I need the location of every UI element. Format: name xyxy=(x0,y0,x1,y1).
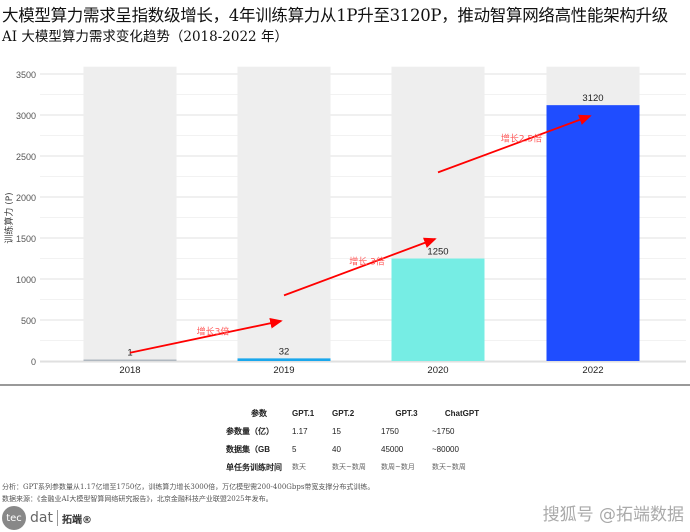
table-header: GPT.3 xyxy=(395,408,418,418)
table-cell: ~1750 xyxy=(432,426,455,436)
watermark: 搜狐号 @拓端数据 xyxy=(542,505,684,525)
data-label: 3120 xyxy=(582,93,603,104)
table-cell: 数天 xyxy=(292,463,306,471)
table-row: 单任务训练时间 数天 数天~数周 数周~数月 数天~数周 xyxy=(226,458,492,476)
table-header: 参数 xyxy=(251,408,267,418)
y-tick-label: 0 xyxy=(31,357,36,367)
table-header: GPT.2 xyxy=(332,408,355,418)
table-cell: 参数量（亿） xyxy=(226,426,274,436)
table-header-row: 参数 GPT.1 GPT.2 GPT.3 ChatGPT xyxy=(226,404,492,422)
y-axis-label: 训练算力 (P) xyxy=(3,192,15,243)
table-cell: 数据集（GB xyxy=(226,444,270,454)
x-tick-label: 2022 xyxy=(582,365,603,376)
logo-brand: 拓端® xyxy=(61,514,92,526)
bar-background xyxy=(83,66,177,362)
bar-2022 xyxy=(546,105,640,361)
table-header: ChatGPT xyxy=(444,408,480,418)
bar-2019 xyxy=(237,358,331,361)
table-cell: ~80000 xyxy=(432,444,459,454)
y-tick-label: 3500 xyxy=(16,70,36,80)
x-tick-label: 2020 xyxy=(427,365,448,376)
table-cell: 15 xyxy=(332,426,341,436)
data-label: 32 xyxy=(279,346,290,357)
analysis-note: 分析：GPT系列参数量从1.17亿增至1750亿，训练算力增长3000倍，万亿模… xyxy=(2,483,375,491)
growth-arrow xyxy=(283,237,437,297)
table-cell: 数天~数周 xyxy=(332,463,366,471)
bar-2020 xyxy=(391,258,485,361)
table-row: 数据集（GB 5 40 45000 ~80000 xyxy=(226,440,492,458)
table-cell: 数周~数月 xyxy=(381,463,415,471)
table-cell: 数天~数周 xyxy=(432,463,466,471)
tecdat-logo: tec dat 拓端® xyxy=(2,506,92,530)
y-tick-label: 1000 xyxy=(16,275,36,285)
bar-background xyxy=(237,66,331,362)
data-label: 1250 xyxy=(427,247,448,258)
y-tick-label: 1500 xyxy=(16,234,36,244)
table-cell: 1.17 xyxy=(292,426,308,436)
table-cell: 单任务训练时间 xyxy=(226,462,282,472)
table-row: 参数量（亿） 1.17 15 1750 ~1750 xyxy=(226,422,492,440)
table-cell: 1750 xyxy=(381,426,399,436)
growth-label: 增长3倍 xyxy=(197,325,230,337)
page-title: 大模型算力需求呈指数级增长，4年训练算力从1P升至3120P，推动智算网络高性能… xyxy=(2,6,668,25)
source-note: 数据来源：《金融业AI大模型智算网络研究报告》，北京金融科技产业联盟2025年发… xyxy=(2,495,273,503)
gpt-parameter-table: 参数 GPT.1 GPT.2 GPT.3 ChatGPT 参数量（亿） 1.17… xyxy=(226,404,492,476)
bar-chart: 0 500 1000 1500 2000 2500 3000 3500 训练算力 (P) 1 201… xyxy=(0,66,690,386)
table-cell: 40 xyxy=(332,444,341,454)
logo-mark: tec xyxy=(2,506,26,530)
x-tick-label: 2019 xyxy=(273,365,294,376)
bar-2018 xyxy=(83,359,177,361)
data-label: 1 xyxy=(127,348,132,359)
chart-subtitle: AI 大模型算力需求变化趋势（2018-2022 年） xyxy=(2,29,288,45)
growth-arrow xyxy=(129,317,283,354)
growth-label: 增长2.5倍 xyxy=(501,133,542,145)
table-header: GPT.1 xyxy=(292,408,315,418)
y-tick-label: 2000 xyxy=(16,193,36,203)
y-tick-label: 3000 xyxy=(16,111,36,121)
logo-text: dat xyxy=(30,510,53,526)
x-tick-label: 2018 xyxy=(119,365,140,376)
table-cell: 5 xyxy=(292,444,297,454)
growth-arrow xyxy=(437,114,592,174)
y-tick-label: 500 xyxy=(21,316,36,326)
growth-label: 增长 3倍 xyxy=(349,256,385,268)
table-cell: 45000 xyxy=(381,444,404,454)
y-tick-label: 2500 xyxy=(16,152,36,162)
